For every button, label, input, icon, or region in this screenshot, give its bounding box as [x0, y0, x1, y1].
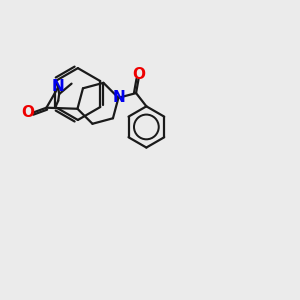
- Text: N: N: [112, 90, 125, 105]
- Text: O: O: [133, 67, 146, 82]
- Text: N: N: [52, 79, 65, 94]
- Text: O: O: [21, 105, 34, 120]
